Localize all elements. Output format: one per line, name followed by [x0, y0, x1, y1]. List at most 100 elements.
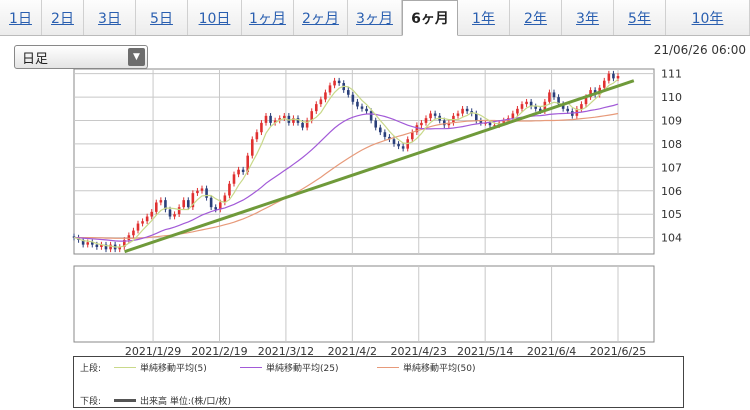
tab-8[interactable]: 6ヶ月: [402, 0, 458, 36]
candle-body: [237, 169, 240, 175]
candle-body: [177, 207, 181, 215]
candle-body: [511, 113, 515, 119]
candle-body: [529, 101, 533, 107]
y-tick-label: 106: [661, 185, 682, 198]
candle-body: [525, 101, 528, 105]
candle-body: [122, 239, 126, 247]
y-tick-label: 109: [661, 115, 682, 128]
candle-body: [164, 200, 167, 210]
ma5-line: [73, 78, 619, 248]
candle-body: [278, 118, 282, 121]
legend-upper-row: 上段:: [80, 361, 101, 374]
candle-body: [260, 122, 263, 133]
candle-body: [365, 108, 368, 112]
tab-label: 5年: [628, 10, 651, 27]
candle-body: [86, 242, 90, 245]
tab-13[interactable]: 10年: [666, 0, 750, 35]
y-tick-label: 105: [661, 208, 682, 221]
candle-body: [127, 235, 131, 240]
tab-label: 2日: [51, 10, 74, 27]
x-tick-label: 2021/5/14: [457, 345, 513, 358]
tab-4[interactable]: 10日: [188, 0, 242, 35]
candle-body: [397, 143, 400, 147]
candle-body: [346, 90, 350, 95]
candle-body: [388, 136, 391, 140]
tab-10[interactable]: 2年: [510, 0, 562, 35]
tab-6[interactable]: 2ヶ月: [294, 0, 348, 35]
tab-2[interactable]: 3日: [84, 0, 136, 35]
candle-body: [410, 132, 414, 140]
tab-label: 2年: [524, 10, 547, 27]
candle-body: [104, 244, 108, 250]
tab-7[interactable]: 3ヶ月: [348, 0, 402, 35]
candle-body: [333, 80, 336, 86]
candle-body: [301, 122, 304, 128]
candle-body: [479, 120, 483, 123]
chevron-down-icon[interactable]: ▼: [128, 48, 145, 66]
candle-body: [145, 216, 149, 222]
candle-body: [447, 122, 451, 126]
candle-body: [383, 132, 387, 137]
x-tick-label: 2021/1/29: [125, 345, 181, 358]
chart-type-value: 日足: [22, 51, 49, 67]
candle-body: [561, 104, 565, 109]
candle-body: [269, 115, 272, 123]
tab-label: 5日: [150, 10, 173, 27]
y-tick-label: 110: [661, 91, 682, 104]
tab-3[interactable]: 5日: [136, 0, 188, 35]
x-tick-label: 2021/6/4: [527, 345, 576, 358]
ma50-line: [74, 112, 619, 239]
tab-9[interactable]: 1年: [458, 0, 510, 35]
candle-body: [292, 118, 295, 123]
candle-body: [319, 99, 323, 105]
x-tick-label: 2021/2/19: [191, 345, 247, 358]
candle-body: [228, 183, 231, 196]
tab-0[interactable]: 1日: [0, 0, 42, 35]
legend-lower-row: 下段:: [80, 394, 101, 407]
candle-body: [369, 111, 373, 121]
chart-type-select[interactable]: 日足 ▼: [14, 45, 148, 69]
candle-body: [182, 200, 186, 208]
candle-body: [100, 244, 103, 247]
tab-label: 3ヶ月: [356, 10, 393, 27]
candle-body: [141, 221, 144, 224]
candle-body: [424, 118, 428, 123]
tab-label: 6ヶ月: [411, 11, 449, 27]
tab-1[interactable]: 2日: [42, 0, 84, 35]
candle-body: [351, 94, 355, 102]
legend-item-volume: 出来高 単位:(株/口/枚): [114, 394, 231, 407]
tab-label: 3日: [98, 10, 121, 27]
y-tick-label: 104: [661, 232, 682, 245]
candle-body: [534, 106, 538, 109]
candle-body: [374, 120, 378, 128]
candle-body: [548, 92, 551, 102]
candle-body: [159, 200, 163, 203]
candle-body: [287, 115, 291, 123]
candle-body: [429, 113, 432, 119]
candle-body: [324, 92, 327, 100]
candle-body: [296, 118, 300, 123]
candle-body: [255, 132, 259, 140]
candle-body: [493, 125, 496, 127]
legend-lower-label: 下段:: [80, 397, 102, 407]
tab-5[interactable]: 1ヶ月: [242, 0, 294, 35]
candle-body: [566, 108, 570, 112]
x-tick-label: 2021/6/25: [590, 345, 646, 358]
candle-body: [378, 127, 382, 133]
candle-body: [516, 108, 519, 114]
legend-volume-label: 出来高 単位:(株/口/枚): [140, 397, 231, 407]
candle-body: [168, 209, 172, 217]
candle-body: [392, 139, 396, 144]
legend-item-ma5: 単純移動平均(5): [114, 361, 207, 374]
candle-body: [118, 246, 122, 250]
candle-body: [282, 115, 286, 119]
candle-body: [356, 101, 359, 107]
candle-body: [520, 104, 524, 109]
tab-label: 1日: [9, 10, 32, 27]
candle-body: [223, 195, 227, 203]
candle-body: [250, 139, 254, 156]
volume-panel: [73, 265, 655, 343]
tab-11[interactable]: 3年: [562, 0, 614, 35]
tab-12[interactable]: 5年: [614, 0, 666, 35]
